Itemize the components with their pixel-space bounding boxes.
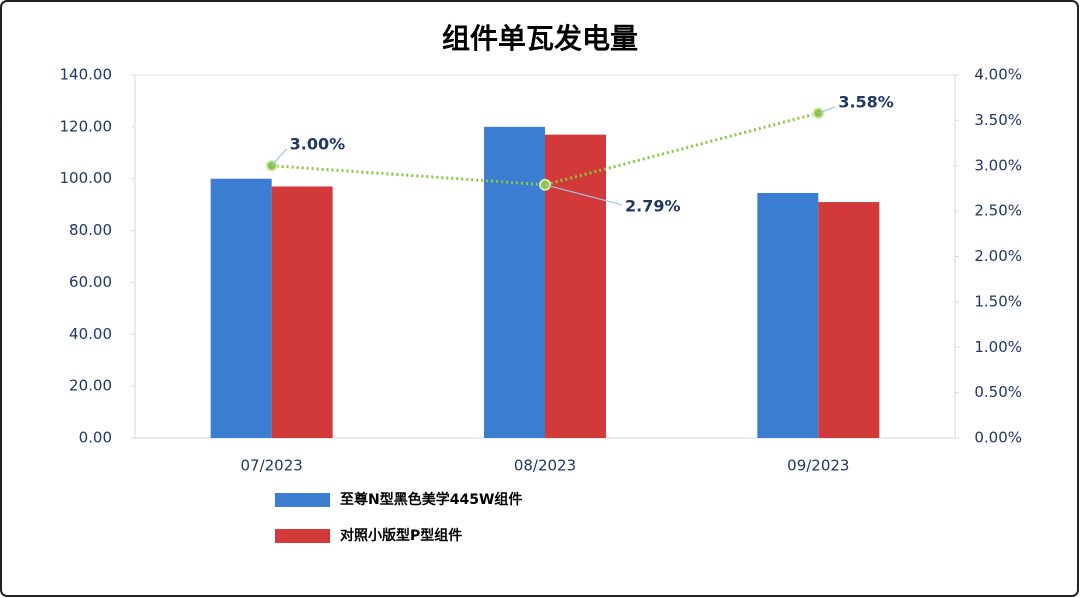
y2-tick-label: 2.50% [974,202,1022,220]
y2-tick-label: 0.00% [974,429,1022,447]
x-tick-label: 09/2023 [787,457,849,475]
y2-tick-label: 2.00% [974,247,1022,265]
y-tick-label: 60.00 [69,273,112,291]
chart-title: 组件单瓦发电量 [442,22,638,55]
bar [484,126,545,438]
legend-label: 至尊N型黑色美学445W组件 [340,491,522,508]
y-tick-label: 100.00 [60,169,113,187]
bar [757,192,819,438]
y-tick-label: 140.00 [60,66,113,84]
bar [545,134,606,438]
y2-tick-label: 3.50% [974,111,1022,129]
bar [271,186,333,438]
y2-tick-label: 3.00% [974,156,1022,174]
y2-tick-label: 1.50% [974,292,1022,310]
y-tick-label: 40.00 [69,325,112,343]
x-tick-label: 07/2023 [241,457,303,475]
legend-swatch [275,493,330,507]
y-tick-label: 120.00 [60,117,113,135]
y2-tick-label: 4.00% [974,66,1022,84]
data-label: 3.58% [838,93,894,112]
y-tick-label: 80.00 [69,221,112,239]
leader-line [818,106,836,114]
y2-tick-label: 0.50% [974,383,1022,401]
data-label: 3.00% [290,134,346,153]
leader-line [271,148,288,167]
y2-tick-label: 1.00% [974,338,1022,356]
leader-line [544,184,623,206]
y-tick-label: 20.00 [69,377,112,395]
x-tick-label: 08/2023 [514,457,576,475]
legend-label: 对照小版型P型组件 [340,527,462,544]
legend-swatch [275,529,330,543]
bar [210,178,272,438]
line [271,111,819,187]
bar [818,202,880,438]
y-tick-label: 0.00 [79,429,112,447]
data-label: 2.79% [625,196,681,215]
